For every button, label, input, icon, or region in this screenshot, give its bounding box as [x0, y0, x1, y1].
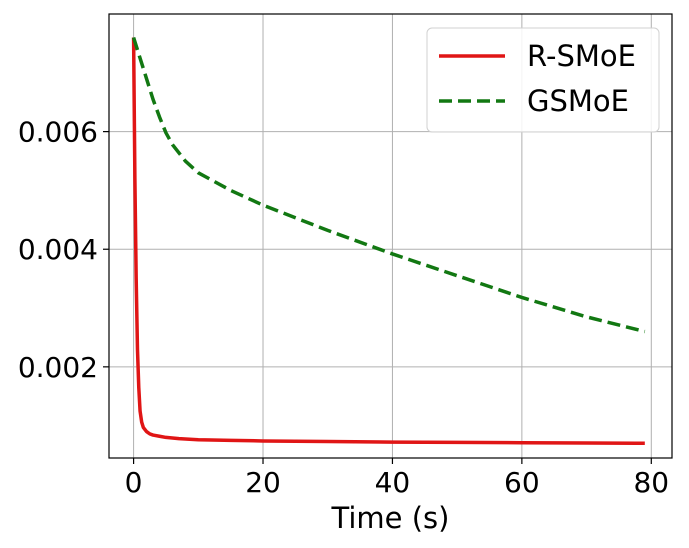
x-tick-label: 80 [633, 466, 669, 499]
legend-label: R-SMoE [527, 39, 636, 73]
x-tick-label: 40 [375, 466, 411, 499]
x-tick-label: 0 [125, 466, 143, 499]
x-axis-title: Time (s) [331, 501, 450, 535]
y-tick-label: 0.006 [18, 116, 98, 149]
legend: R-SMoE GSMoE [426, 27, 660, 133]
x-tick-label: 20 [245, 466, 281, 499]
series-line-2 [131, 36, 646, 334]
series-layer [131, 36, 646, 446]
legend-box [426, 27, 660, 133]
legend-label: GSMoE [527, 84, 629, 118]
x-tick-label: 60 [504, 466, 540, 499]
series-line-1 [131, 37, 645, 446]
y-tick-label: 0.002 [18, 351, 98, 384]
y-tick-label: 0.004 [18, 233, 98, 266]
plot-area-frame [108, 13, 673, 459]
axis-ticks: 0 20 40 60 80 0.002 0.004 0.006 [18, 116, 669, 499]
